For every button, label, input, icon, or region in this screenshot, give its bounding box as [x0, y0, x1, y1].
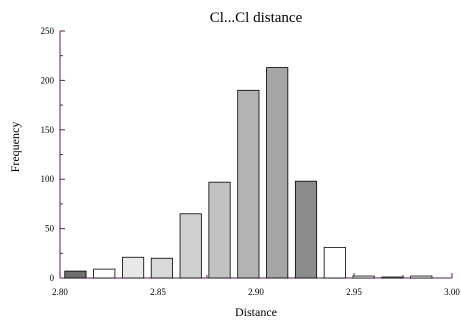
- chart-title: Cl...Cl distance: [210, 10, 303, 26]
- x-axis-label: Distance: [235, 305, 277, 319]
- bars-group: [64, 67, 433, 279]
- histogram-bar: [121, 256, 145, 279]
- histogram-bar: [381, 276, 404, 279]
- histogram-bar: [150, 257, 173, 279]
- y-tick-label: 150: [41, 125, 55, 135]
- x-tick-label: 2.95: [346, 287, 362, 297]
- y-tick-label: 100: [41, 174, 55, 184]
- histogram-bar: [179, 213, 202, 279]
- histogram-bar: [410, 275, 433, 279]
- histogram-bar: [93, 268, 116, 279]
- histogram-bar: [237, 89, 260, 279]
- y-tick-label: 200: [41, 75, 55, 85]
- histogram-bar: [352, 275, 375, 279]
- histogram-bar: [64, 270, 87, 279]
- y-axis-label: Frequency: [8, 122, 22, 173]
- histogram-bar: [323, 246, 346, 279]
- y-tick-label: 250: [41, 26, 55, 36]
- histogram-bar: [208, 181, 231, 279]
- y-ticks: 0 50 100 150 200 250: [41, 26, 65, 283]
- histogram-bar: [294, 180, 318, 279]
- x-tick-label: 2.90: [248, 287, 264, 297]
- histogram-bar: [266, 67, 289, 279]
- x-tick-label: 3.00: [444, 287, 460, 297]
- x-tick-label: 2.85: [150, 287, 166, 297]
- y-tick-label: 0: [50, 273, 55, 283]
- x-tick-label: 2.80: [52, 287, 68, 297]
- y-tick-label: 50: [45, 224, 55, 234]
- x-ticks: 2.80 2.85 2.90 2.95 3.00: [52, 273, 460, 297]
